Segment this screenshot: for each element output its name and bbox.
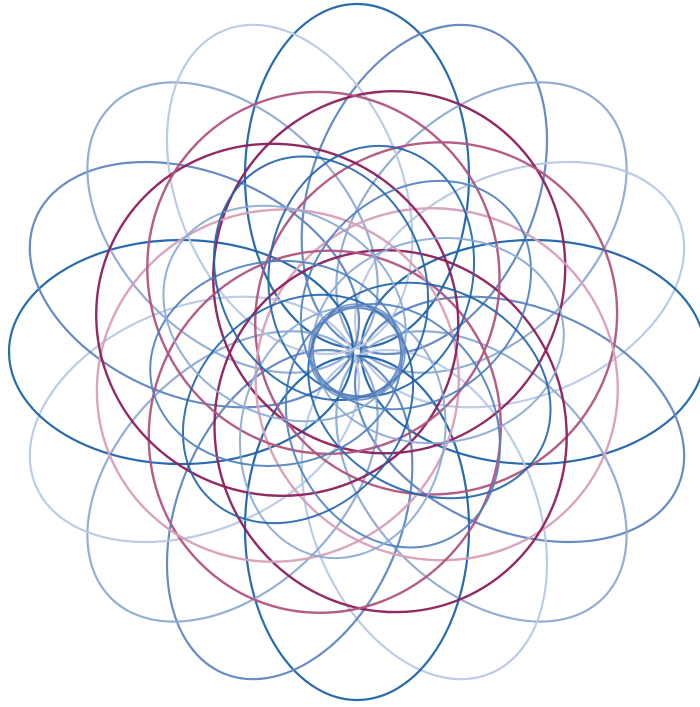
center-hub-ring-3	[308, 303, 406, 401]
middle-round-ring	[95, 90, 619, 614]
middle-round-ring-loop-3	[254, 207, 619, 562]
center-hub-ring-1	[312, 307, 402, 397]
middle-round-ring-loop-8	[146, 90, 501, 455]
middle-round-ring-loop-5	[147, 249, 502, 614]
middle-round-ring-loop-2	[254, 141, 619, 496]
middle-round-ring-loop-1	[212, 90, 567, 455]
middle-round-ring-loop-4	[213, 249, 568, 614]
center-hub-ring-2	[310, 305, 404, 399]
middle-round-ring-loop-6	[95, 208, 460, 563]
center-hub	[308, 303, 406, 401]
middle-round-ring-loop-7	[95, 142, 460, 497]
